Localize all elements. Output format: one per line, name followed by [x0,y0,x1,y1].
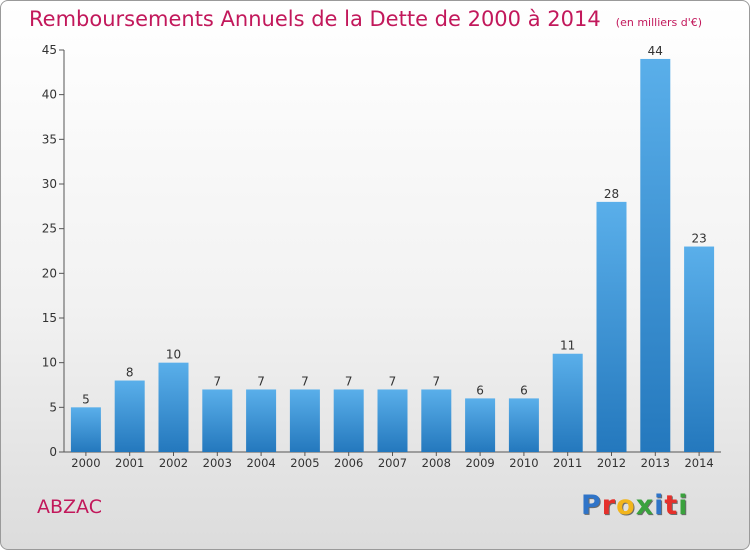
data-label: 6 [520,383,528,397]
data-label: 7 [257,374,265,388]
bar [465,398,496,452]
chart-title: Remboursements Annuels de la Dette de 20… [29,7,601,31]
data-label: 11 [560,339,575,353]
y-tick-label: 35 [42,132,57,146]
x-tick-label: 2014 [684,456,713,470]
data-label: 7 [389,374,397,388]
bars [70,58,715,452]
x-tick-label: 2006 [334,456,363,470]
bar [596,201,627,452]
bar [377,389,408,452]
bar [114,380,145,452]
bar [333,389,364,452]
x-tick-label: 2004 [246,456,275,470]
chart-unit-subtitle: (en milliers d'€) [615,16,703,29]
bar [684,246,715,452]
x-axis: 2000 2001 2002 2003 2004 2005 2006 2007 2008 2009… [64,451,721,470]
x-tick-label: 2002 [159,456,188,470]
proxiti-logo: Proxiti [581,490,689,521]
x-tick-label: 2005 [290,456,319,470]
y-tick-label: 25 [42,222,57,236]
bar [508,398,539,452]
x-tick-label: 2001 [115,456,144,470]
data-label: 7 [301,374,309,388]
x-tick-label: 2011 [553,456,582,470]
data-label: 6 [476,383,484,397]
logo-letter: i [654,490,665,521]
logo-letter: r [601,490,617,521]
data-labels: 5 8 10 7 7 7 7 7 7 6 6 11 28 44 23 [82,44,707,406]
logo-letter: x [635,490,655,521]
y-tick-label: 15 [42,311,57,325]
bar [289,389,320,452]
bar [640,58,671,452]
commune-name: ABZAC [37,496,102,518]
x-tick-label: 2003 [203,456,232,470]
x-tick-label: 2012 [597,456,626,470]
x-tick-label: 2010 [509,456,538,470]
data-label: 23 [691,232,706,246]
data-label: 44 [648,44,663,58]
logo-letter: P [581,490,602,521]
bar [70,407,101,452]
bar [158,362,189,452]
bar [421,389,452,452]
data-label: 10 [166,348,181,362]
data-label: 5 [82,392,90,406]
y-axis: 0 5 10 15 20 25 30 35 40 45 [42,43,65,459]
x-tick-label: 2008 [422,456,451,470]
y-tick-label: 0 [49,445,57,459]
data-label: 7 [345,374,353,388]
bar [202,389,233,452]
data-label: 8 [126,366,134,380]
y-tick-label: 45 [42,43,57,57]
y-tick-label: 5 [49,400,57,414]
data-label: 7 [213,374,221,388]
x-tick-label: 2009 [465,456,494,470]
data-label: 28 [604,187,619,201]
x-tick-label: 2013 [641,456,670,470]
logo-letter: t [664,490,679,521]
x-tick-label: 2007 [378,456,407,470]
y-tick-label: 40 [42,88,57,102]
x-tick-label: 2000 [71,456,100,470]
logo-letter: o [616,490,636,521]
y-tick-label: 30 [42,177,57,191]
y-tick-label: 20 [42,266,57,280]
data-label: 7 [432,374,440,388]
logo-letter: i [678,490,689,521]
chart-header: Remboursements Annuels de la Dette de 20… [29,7,702,31]
bar [246,389,277,452]
y-tick-label: 10 [42,356,57,370]
bar [552,353,583,452]
